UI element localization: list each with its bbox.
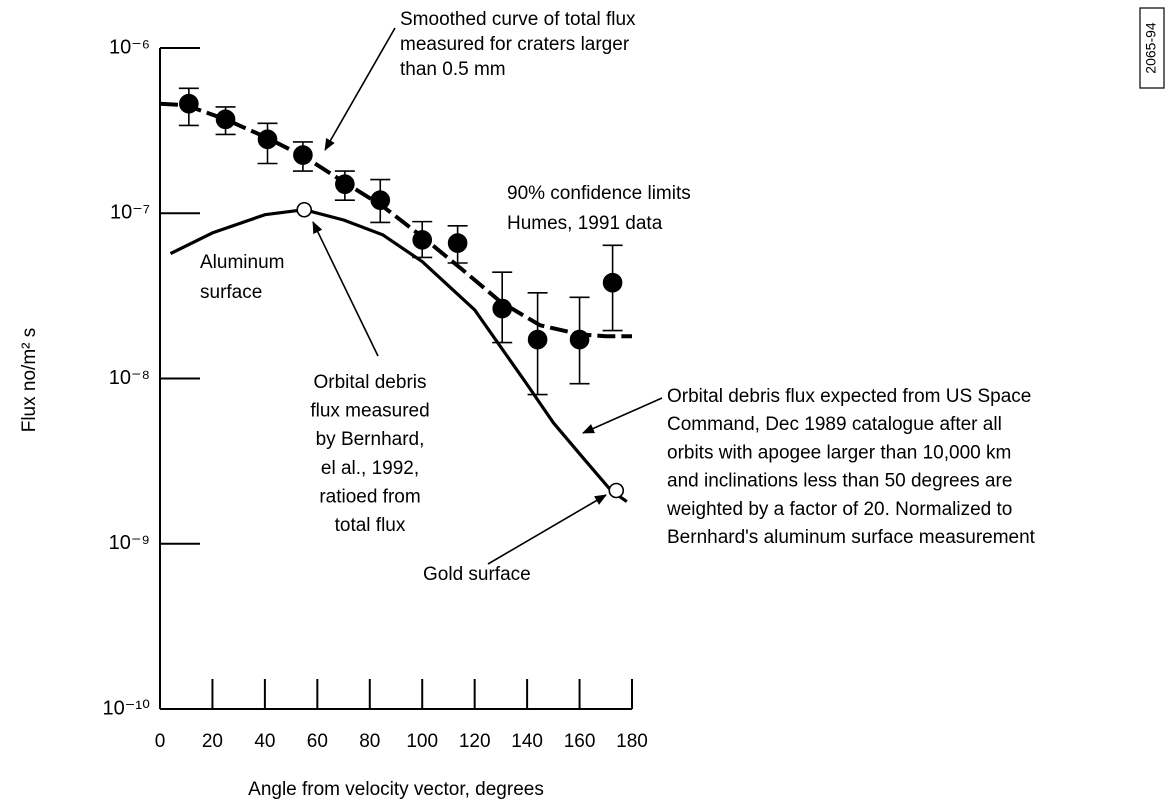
x-axis-label: Angle from velocity vector, degrees bbox=[248, 779, 544, 800]
annotation: Orbital debris bbox=[314, 372, 427, 393]
data-point bbox=[447, 233, 468, 253]
annotation: flux measured bbox=[310, 401, 429, 422]
annotation: measured for craters larger bbox=[400, 34, 630, 55]
annotation: Orbital debris flux expected from US Spa… bbox=[667, 386, 1031, 407]
annotation: 90% confidence limits bbox=[507, 183, 691, 204]
arrow bbox=[312, 221, 379, 357]
y-tick-label: 10⁻⁹ bbox=[109, 532, 150, 554]
annotation: orbits with apogee larger than 10,000 km bbox=[667, 442, 1011, 463]
annotation: surface bbox=[200, 282, 262, 303]
debris-curve bbox=[169, 208, 628, 503]
annotation: ratioed from bbox=[319, 486, 420, 507]
y-tick-label: 10⁻⁶ bbox=[109, 36, 150, 58]
y-tick-label: 10⁻⁷ bbox=[110, 202, 150, 224]
annotation: weighted by a factor of 20. Normalized t… bbox=[666, 499, 1012, 520]
data-point bbox=[602, 272, 623, 293]
annotation: Gold surface bbox=[423, 564, 531, 585]
x-tick-label: 140 bbox=[511, 731, 543, 752]
arrow bbox=[487, 494, 607, 565]
x-tick-label: 180 bbox=[616, 731, 648, 752]
x-tick-label: 100 bbox=[406, 731, 438, 752]
x-tick-label: 0 bbox=[155, 731, 166, 752]
open-point bbox=[296, 201, 313, 218]
annotation: Aluminum bbox=[200, 252, 284, 273]
figure-id-box bbox=[1139, 7, 1165, 89]
open-point bbox=[608, 482, 625, 499]
x-tick-label: 20 bbox=[202, 731, 223, 752]
arrows bbox=[312, 27, 663, 565]
annotation: than 0.5 mm bbox=[400, 59, 506, 80]
x-tick-label: 160 bbox=[564, 731, 596, 752]
data-point bbox=[370, 190, 391, 210]
x-tick-label: 60 bbox=[307, 731, 328, 752]
arrow bbox=[582, 397, 663, 434]
x-tick-label: 40 bbox=[254, 731, 275, 752]
y-tick-label: 10⁻⁸ bbox=[109, 367, 150, 389]
annotation: el al., 1992, bbox=[321, 458, 419, 479]
smoothed-curve bbox=[159, 101, 632, 339]
x-tick-label: 80 bbox=[359, 731, 380, 752]
annotation: Humes, 1991 data bbox=[507, 213, 663, 234]
figure-id: 2065-94 bbox=[1143, 22, 1159, 74]
y-axis-label: Flux no/m² s bbox=[19, 328, 40, 433]
annotation: by Bernhard, bbox=[316, 429, 425, 450]
data-point bbox=[527, 329, 548, 350]
annotation: Smoothed curve of total flux bbox=[400, 9, 636, 30]
y-tick-label: 10⁻¹⁰ bbox=[103, 697, 150, 719]
annotation: Command, Dec 1989 catalogue after all bbox=[667, 414, 1002, 435]
data-point bbox=[215, 109, 236, 130]
annotation: total flux bbox=[335, 515, 406, 536]
x-tick-label: 120 bbox=[459, 731, 491, 752]
arrow bbox=[324, 27, 396, 151]
annotation: and inclinations less than 50 degrees ar… bbox=[667, 471, 1012, 492]
annotation: Bernhard's aluminum surface measurement bbox=[667, 527, 1036, 548]
